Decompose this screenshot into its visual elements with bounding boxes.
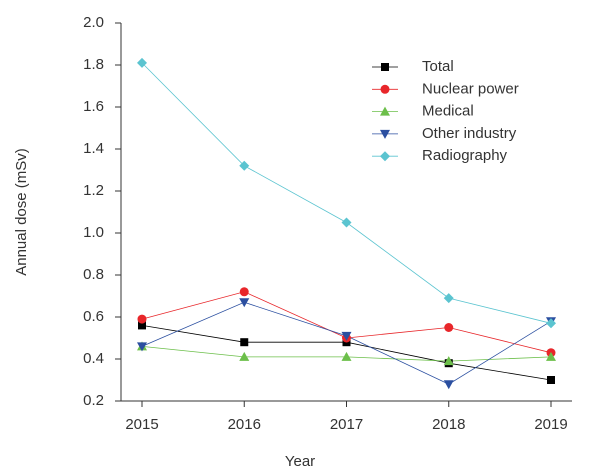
data-point: [443, 293, 454, 304]
data-point: [239, 287, 249, 297]
y-tick-label: 0.4: [83, 350, 104, 367]
x-tick-label: 2017: [330, 416, 363, 433]
y-tick-label: 1.6: [83, 98, 104, 115]
data-point: [547, 376, 555, 384]
x-tick-label: 2019: [534, 416, 567, 433]
data-point: [341, 331, 352, 341]
y-tick-label: 0.2: [83, 392, 104, 409]
data-point: [137, 57, 147, 68]
data-point: [137, 342, 147, 352]
data-point: [239, 351, 250, 361]
legend-marker: [381, 63, 389, 71]
data-point: [137, 314, 147, 324]
data-point: [444, 323, 454, 332]
data-point: [341, 351, 352, 361]
series-line: [141, 62, 552, 324]
legend-label: Total: [422, 58, 454, 75]
data-point: [239, 160, 250, 171]
legend-label: Nuclear power: [422, 80, 519, 97]
y-tick-label: 0.6: [83, 308, 104, 325]
data-point: [341, 217, 352, 228]
y-tick-label: 1.0: [83, 224, 104, 241]
data-point: [443, 356, 454, 366]
x-tick-label: 2016: [228, 416, 261, 433]
y-tick-label: 0.8: [83, 266, 104, 283]
legend-marker: [380, 106, 390, 116]
x-tick-label: 2015: [125, 416, 158, 433]
y-tick-label: 1.4: [83, 140, 104, 157]
y-tick-label: 1.2: [83, 182, 104, 199]
legend-label: Radiography: [422, 147, 508, 164]
x-tick-label: 2018: [432, 416, 465, 433]
legend-label: Other industry: [422, 125, 517, 142]
legend-marker: [380, 129, 390, 139]
y-axis-label: Annual dose (mSv): [13, 148, 30, 276]
legend-marker: [380, 84, 390, 94]
y-tick-label: 1.8: [83, 56, 104, 73]
y-tick-label: 2.0: [83, 14, 104, 31]
legend-marker: [380, 151, 390, 162]
data-point: [138, 321, 146, 330]
data-point: [546, 318, 556, 329]
data-point: [240, 338, 249, 347]
data-point: [239, 298, 250, 308]
data-point: [443, 380, 454, 390]
x-axis-label: Year: [285, 453, 315, 470]
legend-label: Medical: [422, 103, 474, 120]
data-point: [546, 351, 556, 361]
